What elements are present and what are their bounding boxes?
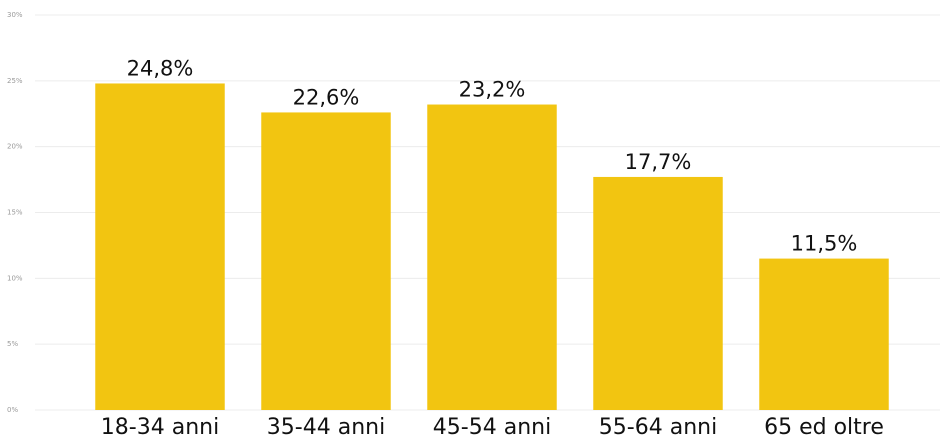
- data-label: 11,5%: [791, 232, 858, 256]
- x-tick-label: 45-54 anni: [433, 415, 551, 440]
- y-tick-label: 5%: [7, 340, 18, 348]
- bar: [261, 112, 391, 410]
- bar: [427, 104, 557, 411]
- y-tick-label: 0%: [7, 406, 18, 414]
- y-tick-label: 10%: [7, 274, 23, 282]
- x-tick-label: 35-44 anni: [267, 415, 385, 440]
- data-label: 22,6%: [293, 85, 360, 109]
- data-label: 24,8%: [127, 56, 194, 80]
- y-tick-label: 25%: [7, 77, 23, 85]
- x-tick-label: 65 ed oltre: [764, 415, 884, 440]
- data-label: 17,7%: [625, 150, 692, 174]
- y-tick-label: 20%: [7, 143, 23, 151]
- x-tick-label: 18-34 anni: [101, 415, 219, 440]
- x-tick-label: 55-64 anni: [599, 415, 717, 440]
- y-tick-label: 15%: [7, 209, 23, 217]
- bar: [759, 258, 889, 410]
- bar: [593, 176, 723, 410]
- y-tick-label: 30%: [7, 11, 23, 19]
- data-label: 23,2%: [459, 78, 526, 102]
- bar: [95, 83, 225, 410]
